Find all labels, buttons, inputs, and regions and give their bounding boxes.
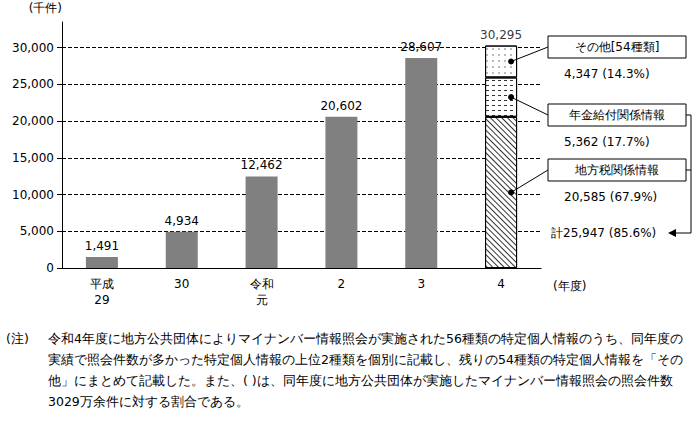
svg-text:計25,947 (85.6%): 計25,947 (85.6%) — [551, 226, 656, 240]
svg-text:4: 4 — [497, 277, 505, 291]
svg-text:その他[54種類]: その他[54種類] — [575, 40, 660, 54]
svg-text:15,000: 15,000 — [12, 151, 54, 165]
svg-text:元: 元 — [256, 293, 268, 307]
svg-text:20,585 (67.9%): 20,585 (67.9%) — [564, 190, 657, 204]
svg-text:5,362 (17.7%): 5,362 (17.7%) — [564, 135, 650, 149]
svg-text:20,602: 20,602 — [320, 99, 362, 113]
svg-text:30,295: 30,295 — [480, 28, 522, 42]
svg-text:30: 30 — [174, 277, 189, 291]
svg-text:0: 0 — [46, 261, 54, 275]
svg-text:2: 2 — [338, 277, 346, 291]
svg-text:地方税関係情報: 地方税関係情報 — [574, 163, 659, 177]
svg-text:10,000: 10,000 — [12, 188, 54, 202]
svg-text:25,000: 25,000 — [12, 77, 54, 91]
html-text:令和4年度に地方公共団体によりマイナンバー情報照会が実施され: 令和4年度に地方公共団体によりマイナンバー情報照会が実施された56種類の特定個人… — [48, 331, 683, 409]
svg-text:5,000: 5,000 — [20, 224, 54, 238]
svg-text:(千件): (千件) — [29, 1, 62, 15]
html-text:(注): (注) — [6, 331, 29, 346]
svg-text:令和: 令和 — [250, 277, 274, 291]
svg-text:平成: 平成 — [90, 277, 114, 291]
svg-text:年金給付関係情報: 年金給付関係情報 — [569, 108, 665, 122]
svg-text:28,607: 28,607 — [400, 40, 442, 54]
svg-text:29: 29 — [94, 293, 109, 307]
svg-text:30,000: 30,000 — [12, 41, 54, 55]
svg-text:20,000: 20,000 — [12, 114, 54, 128]
svg-text:4,934: 4,934 — [165, 214, 199, 228]
svg-text:3: 3 — [417, 277, 425, 291]
svg-text:12,462: 12,462 — [241, 158, 283, 172]
svg-text:(年度): (年度) — [553, 279, 586, 293]
svg-text:1,491: 1,491 — [85, 239, 119, 253]
svg-text:4,347 (14.3%): 4,347 (14.3%) — [564, 67, 650, 81]
